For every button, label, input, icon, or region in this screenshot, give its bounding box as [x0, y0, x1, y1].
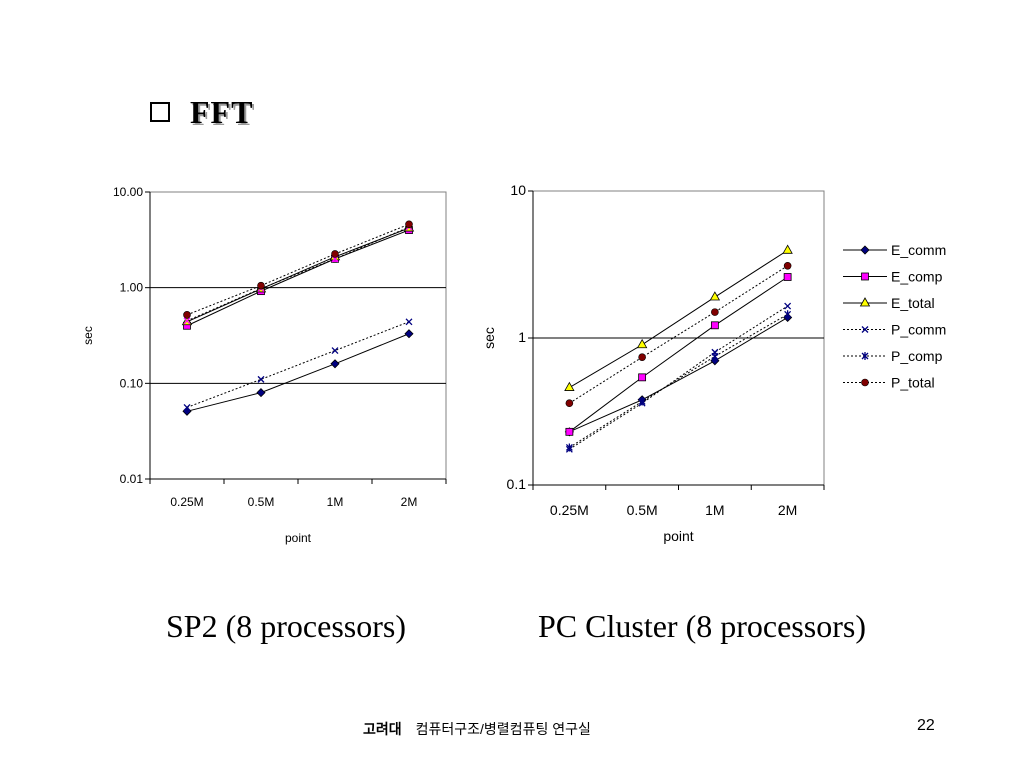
caption-sp2: SP2 (8 processors)	[166, 608, 406, 644]
data-point-e-comm	[256, 388, 266, 398]
data-point-p-total	[331, 250, 339, 258]
data-point-e-comp	[710, 321, 719, 330]
legend-label-p-comm: P_comm	[891, 322, 946, 338]
series-line-e-total	[569, 249, 788, 389]
data-point-p-comm	[405, 318, 413, 326]
x-tick-label: 1M	[327, 495, 344, 509]
data-point-e-comm	[404, 329, 414, 339]
legend-label-e-total: E_total	[891, 295, 935, 311]
y-axis-label: sec	[81, 326, 95, 345]
x-tick-label: 2M	[778, 502, 797, 518]
x-tick-label: 0.25M	[550, 502, 589, 518]
data-point-p-total	[405, 220, 413, 229]
legend-label-e-comm: E_comm	[891, 242, 946, 258]
legend-marker-e-comm	[860, 245, 870, 255]
caption-pc-cluster: PC Cluster (8 processors)	[538, 608, 866, 644]
data-point-p-total	[783, 261, 792, 270]
series-line-e-comp	[569, 276, 788, 433]
y-tick-label: 1	[518, 329, 526, 345]
legend-marker-p-total	[861, 378, 869, 387]
y-axis-label: sec	[481, 327, 497, 349]
data-point-p-total	[638, 353, 646, 362]
footer-lab-name: 컴퓨터구조/병렬컴퓨팅 연구실	[415, 721, 591, 737]
data-point-e-comp	[783, 273, 792, 281]
legend-label-p-comp: P_comp	[891, 348, 943, 364]
data-point-p-comp	[565, 443, 573, 452]
data-point-p-comm	[257, 375, 265, 383]
y-tick-label: 0.10	[120, 376, 144, 390]
series-line-e-comp	[186, 229, 410, 327]
y-tick-label: 0.1	[507, 476, 527, 492]
x-axis-label: point	[285, 531, 312, 545]
data-point-p-total	[183, 311, 191, 319]
data-point-e-total	[636, 338, 648, 349]
data-point-p-total	[711, 308, 719, 316]
data-point-e-comp	[565, 427, 574, 436]
series-line-p-comp	[186, 226, 410, 322]
data-point-p-comm	[784, 302, 792, 310]
data-point-p-total	[257, 281, 265, 290]
y-tick-label: 10.00	[113, 185, 143, 199]
series-line-e-comm	[569, 317, 788, 433]
slide-title: FFT	[150, 92, 253, 132]
x-axis-label: point	[663, 528, 693, 544]
data-point-e-total	[709, 291, 721, 301]
data-point-p-comp	[183, 317, 191, 325]
series-line-p-comm	[569, 305, 788, 450]
data-point-e-total	[564, 381, 575, 391]
data-point-p-comp	[638, 397, 646, 406]
data-point-p-comm	[331, 347, 339, 355]
footer-university: 고려대	[363, 721, 402, 737]
x-tick-label: 2M	[401, 495, 418, 509]
data-point-e-total	[782, 244, 793, 254]
page-number: 22	[917, 717, 935, 734]
x-tick-label: 0.5M	[627, 502, 658, 518]
legend-label-p-total: P_total	[891, 375, 935, 391]
data-point-e-comm	[330, 359, 340, 369]
series-line-e-comm	[186, 333, 410, 412]
legend-marker-e-total	[859, 297, 871, 307]
legend-marker-e-comp	[861, 272, 869, 281]
series-line-p-total	[569, 265, 788, 404]
series-line-p-comp	[569, 313, 788, 448]
y-tick-label: 1.00	[120, 281, 144, 295]
x-tick-label: 0.5M	[248, 495, 275, 509]
x-tick-label: 1M	[705, 502, 724, 518]
legend-marker-p-comm	[861, 326, 869, 333]
data-point-p-comp	[784, 310, 792, 319]
y-tick-label: 10	[510, 182, 526, 198]
bullet-square-icon	[150, 102, 170, 122]
legend-label-e-comp: E_comp	[891, 269, 943, 285]
y-tick-label: 0.01	[120, 472, 144, 486]
legend-marker-p-comp	[861, 352, 869, 360]
data-point-e-comp	[638, 373, 647, 382]
data-point-p-comm	[183, 403, 191, 411]
slide-title-text: FFT	[190, 93, 254, 130]
footer-lab: 고려대 컴퓨터구조/병렬컴퓨팅 연구실	[363, 719, 591, 739]
data-point-p-comp	[711, 352, 719, 361]
data-point-p-total	[565, 399, 574, 408]
x-tick-label: 0.25M	[170, 495, 203, 509]
